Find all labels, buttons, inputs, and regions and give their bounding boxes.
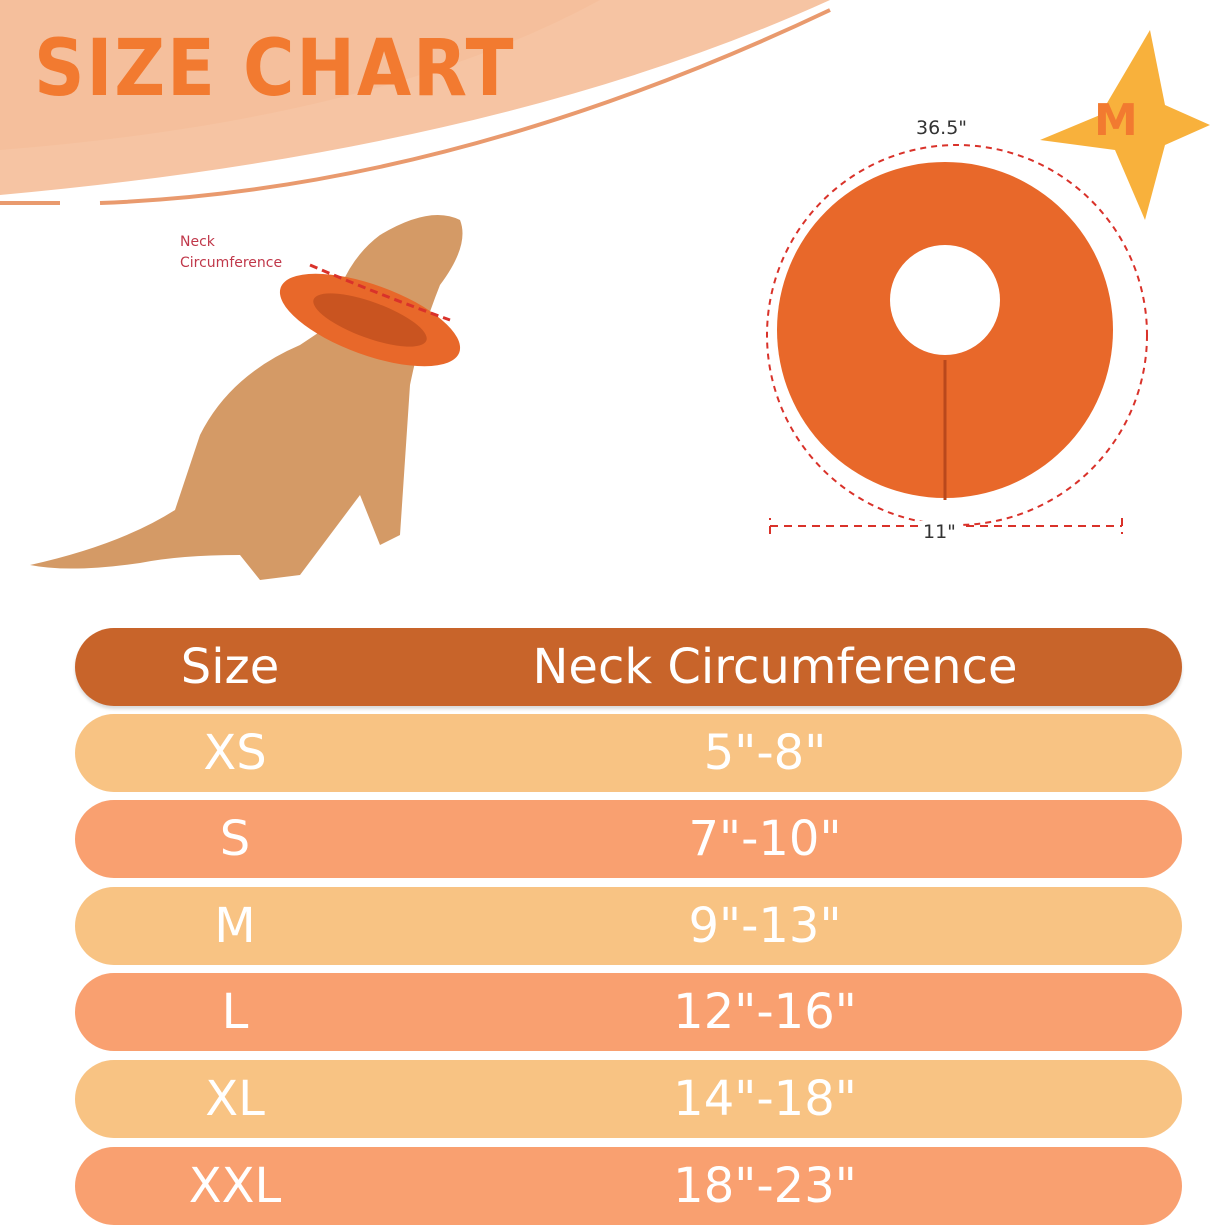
neck-cell: 18"-23": [673, 1158, 857, 1214]
dog-photo: [30, 215, 463, 580]
collar-diagram: [766, 30, 1210, 534]
header-banner: [0, 0, 831, 205]
size-star-icon: [1040, 30, 1210, 220]
collar-circumference-value: 36.5": [912, 117, 972, 139]
neck-cell: 12"-16": [673, 984, 857, 1040]
size-cell: S: [219, 811, 251, 867]
table-row: L 12"-16": [75, 973, 1182, 1051]
header-neck-circumference: Neck Circumference: [532, 639, 1018, 695]
neck-cell: 9"-13": [688, 898, 842, 954]
table-row: S 7"-10": [75, 800, 1182, 878]
neck-cell: 5"-8": [703, 725, 827, 781]
page-title: SIZE CHART: [34, 24, 516, 114]
size-cell: XS: [203, 725, 267, 781]
table-row: XS 5"-8": [75, 714, 1182, 792]
size-cell: M: [214, 898, 256, 954]
table-header: Size Neck Circumference: [75, 628, 1182, 706]
neck-cell: 7"-10": [688, 811, 842, 867]
size-badge: M: [1094, 95, 1138, 146]
neck-circumference-label: Neck Circumference: [180, 234, 283, 271]
collar-width-value: 11": [919, 521, 960, 543]
table-row: XXL 18"-23": [75, 1147, 1182, 1225]
table-row: XL 14"-18": [75, 1060, 1182, 1138]
size-cell: XL: [205, 1071, 265, 1127]
size-cell: L: [221, 984, 249, 1040]
size-cell: XXL: [188, 1158, 282, 1214]
table-row: M 9"-13": [75, 887, 1182, 965]
header-size: Size: [180, 639, 280, 695]
neck-cell: 14"-18": [673, 1071, 857, 1127]
